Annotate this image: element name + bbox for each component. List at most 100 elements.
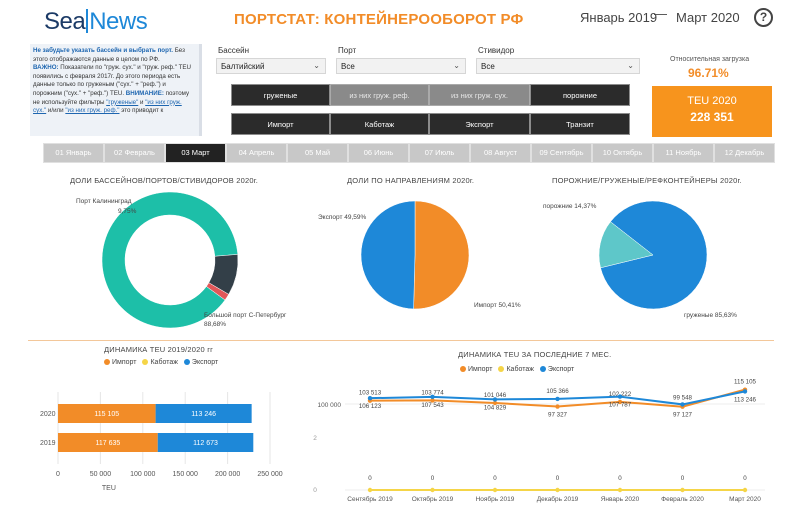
chart-title-directions: ДОЛИ ПО НАПРАВЛЕНИЯМ 2020г. — [347, 176, 475, 185]
pie3-label-name-0: груженые — [684, 312, 714, 319]
line-x-tick: Март 2020 — [729, 496, 761, 503]
legend-cabotage: Каботаж — [142, 359, 178, 366]
line-point-Каботаж — [680, 487, 685, 493]
line-data-label: 115 105 — [734, 379, 756, 386]
month-button-7[interactable]: 07 Июль — [409, 143, 470, 163]
chevron-down-icon: ⌄ — [313, 61, 320, 70]
pie1-slice-2 — [206, 282, 230, 301]
relative-load-label: Относительная загрузка — [670, 56, 750, 63]
legend-import: Импорт — [104, 359, 136, 366]
date-range-end[interactable]: Март 2020 — [676, 10, 740, 25]
filter-dry-button[interactable]: из них груж. сух. — [429, 84, 530, 106]
pie1-value-1: 9,75% — [118, 208, 137, 215]
note-end: это приводит к — [119, 107, 164, 115]
note-link-dry[interactable]: "из них груж. сух." — [33, 98, 182, 115]
basin-select-value: Балтийский — [221, 62, 265, 71]
line-x-tick: Декабрь 2019 — [537, 495, 579, 503]
note-or: и/или — [46, 107, 66, 115]
donut-chart-shares — [101, 191, 239, 329]
pie3-label-name-1: порожние — [543, 203, 573, 210]
month-button-3[interactable]: 03 Март — [165, 143, 226, 163]
port-label: Порт — [338, 46, 357, 55]
line-data-label: 104 829 — [484, 404, 507, 411]
bar-data-label: 113 246 — [191, 411, 216, 418]
basin-select[interactable]: Балтийский ⌄ — [216, 58, 326, 74]
line-data-label: 102 222 — [609, 391, 632, 398]
line-data-label: 103 774 — [421, 389, 444, 396]
line-data-label: 0 — [368, 475, 372, 482]
note-link-loaded[interactable]: "груженые" — [106, 98, 139, 106]
month-button-4[interactable]: 04 Апрель — [226, 143, 287, 163]
relative-load-value: 96.71% — [688, 66, 729, 80]
line-side-tick: 2 — [313, 435, 317, 442]
month-button-12[interactable]: 12 Декабрь — [714, 143, 775, 163]
pie1-value-0: 88,68% — [204, 321, 227, 328]
teu-total-label: TEU 2020 — [687, 95, 737, 107]
bar-data-label: 115 105 — [94, 411, 119, 418]
logo-news: News — [89, 8, 148, 35]
legend-dot-cabotage — [498, 366, 505, 372]
basin-label: Бассейн — [218, 46, 250, 55]
line-data-label: 97 127 — [673, 412, 692, 419]
filter-empty-button[interactable]: порожние — [530, 84, 630, 106]
pie3-slice-0 — [600, 200, 708, 310]
pie2-label-name-1: Экспорт — [318, 214, 343, 221]
port-select[interactable]: Все ⌄ — [336, 58, 466, 74]
month-button-2[interactable]: 02 Февраль — [104, 143, 165, 163]
help-icon[interactable]: ? — [754, 8, 773, 27]
month-button-10[interactable]: 10 Октябрь — [592, 143, 653, 163]
filter-import-button[interactable]: Импорт — [231, 113, 330, 135]
line-data-label: 0 — [618, 475, 622, 482]
stevedore-select-value: Все — [481, 62, 495, 71]
note-hint-bold: Не забудьте указать бассейн и выбрать по… — [33, 47, 173, 54]
line-data-label: 113 246 — [734, 396, 756, 403]
note-hint-text: Без этого отображаются данные в целом по… — [33, 47, 185, 63]
month-button-8[interactable]: 08 Август — [470, 143, 531, 163]
instructions-note: Не забудьте указать бассейн и выбрать по… — [30, 44, 202, 136]
chart-title-teu-dynamics: ДИНАМИКА TEU 2019/2020 гг — [104, 345, 214, 354]
month-button-9[interactable]: 09 Сентябрь — [531, 143, 592, 163]
line-point-Каботаж — [742, 487, 748, 493]
line-point-Экспорт — [742, 389, 748, 394]
line-data-label: 0 — [743, 475, 747, 482]
line-data-label: 97 327 — [548, 412, 567, 419]
line-point-Экспорт — [367, 395, 373, 401]
line-data-label: 107 543 — [421, 402, 444, 409]
line-data-label: 0 — [681, 475, 685, 482]
bar-segment-Экспорт — [155, 404, 252, 423]
sea-news-logo[interactable]: Sea News — [44, 8, 148, 36]
legend-dot-cabotage — [142, 359, 149, 365]
legend-cabotage: Каботаж — [498, 366, 534, 373]
note-link-reefer[interactable]: "из них груж. реф." — [65, 107, 120, 115]
line-y-tick: 100 000 — [318, 402, 342, 409]
month-button-1[interactable]: 01 Январь — [43, 143, 104, 163]
pie-chart-directions — [360, 200, 470, 310]
bar-x-axis-label: TEU — [102, 485, 116, 492]
line-x-tick: Январь 2020 — [601, 496, 640, 503]
month-button-11[interactable]: 11 Ноябрь — [653, 143, 714, 163]
date-range-start[interactable]: Январь 2019 — [580, 10, 658, 25]
legend-dot-export — [539, 366, 546, 372]
filter-export-button[interactable]: Экспорт — [429, 113, 530, 135]
legend-dot-import — [104, 359, 110, 365]
section-divider — [28, 340, 774, 341]
legend-cabotage-label: Каботаж — [150, 359, 178, 366]
filter-loaded-button[interactable]: груженые — [231, 84, 330, 106]
filter-reefer-button[interactable]: из них груж. реф. — [330, 84, 429, 106]
legend-dot-export — [183, 359, 190, 365]
filter-cabotage-button[interactable]: Каботаж — [330, 113, 429, 135]
bar-segment-Импорт — [58, 433, 158, 452]
line-data-label: 0 — [493, 475, 497, 482]
stevedore-select[interactable]: Все ⌄ — [476, 58, 640, 74]
filter-transit-button[interactable]: Транзит — [530, 113, 630, 135]
month-button-6[interactable]: 06 Июнь — [348, 143, 409, 163]
month-button-5[interactable]: 05 Май — [287, 143, 348, 163]
legend-dot-import — [460, 366, 466, 372]
bar-legend: Импорт Каботаж Экспорт — [104, 359, 218, 366]
line-x-tick: Сентябрь 2019 — [347, 495, 393, 503]
legend-export: Экспорт — [539, 366, 574, 373]
legend-cabotage-label: Каботаж — [506, 366, 534, 373]
legend-import-label: Импорт — [468, 366, 493, 373]
line-point-Экспорт — [555, 396, 560, 402]
bar-data-label: 117 635 — [95, 440, 120, 447]
